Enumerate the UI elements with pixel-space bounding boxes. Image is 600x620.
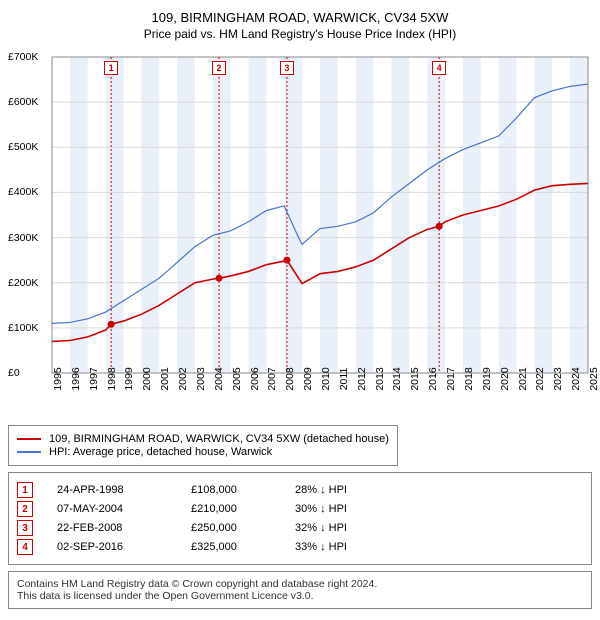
chart-marker-badge: 4 <box>432 61 446 75</box>
transaction-row: 4 02-SEP-2016 £325,000 33% ↓ HPI <box>17 539 583 555</box>
y-tick-label: £100K <box>8 322 38 334</box>
transaction-date: 24-APR-1998 <box>57 484 167 496</box>
title-line-2: Price paid vs. HM Land Registry's House … <box>8 27 592 41</box>
legend-swatch <box>17 451 41 453</box>
legend-row: 109, BIRMINGHAM ROAD, WARWICK, CV34 5XW … <box>17 433 389 445</box>
y-tick-label: £0 <box>8 367 20 379</box>
transaction-date: 07-MAY-2004 <box>57 503 167 515</box>
transaction-pct: 33% ↓ HPI <box>295 541 415 553</box>
title-line-1: 109, BIRMINGHAM ROAD, WARWICK, CV34 5XW <box>8 10 592 25</box>
chart-marker-badge: 2 <box>212 61 226 75</box>
x-tick-label: 2025 <box>588 367 600 390</box>
transaction-badge: 1 <box>17 482 33 498</box>
transaction-date: 02-SEP-2016 <box>57 541 167 553</box>
transaction-row: 2 07-MAY-2004 £210,000 30% ↓ HPI <box>17 501 583 517</box>
transaction-price: £108,000 <box>191 484 271 496</box>
footer-line-1: Contains HM Land Registry data © Crown c… <box>17 578 583 590</box>
transaction-date: 22-FEB-2008 <box>57 522 167 534</box>
transaction-badge: 2 <box>17 501 33 517</box>
price-chart: £0£100K£200K£300K£400K£500K£600K£700K199… <box>8 49 592 419</box>
transaction-pct: 30% ↓ HPI <box>295 503 415 515</box>
footer-attribution: Contains HM Land Registry data © Crown c… <box>8 571 592 609</box>
y-tick-label: £500K <box>8 141 38 153</box>
y-tick-label: £700K <box>8 51 38 63</box>
legend-label: 109, BIRMINGHAM ROAD, WARWICK, CV34 5XW … <box>49 433 389 445</box>
transaction-row: 1 24-APR-1998 £108,000 28% ↓ HPI <box>17 482 583 498</box>
chart-svg <box>8 49 592 419</box>
y-tick-label: £400K <box>8 186 38 198</box>
transaction-badge: 3 <box>17 520 33 536</box>
transactions-table: 1 24-APR-1998 £108,000 28% ↓ HPI 2 07-MAY-200… <box>8 472 592 565</box>
legend: 109, BIRMINGHAM ROAD, WARWICK, CV34 5XW … <box>8 425 398 466</box>
y-tick-label: £200K <box>8 277 38 289</box>
chart-marker-badge: 1 <box>104 61 118 75</box>
transaction-pct: 28% ↓ HPI <box>295 484 415 496</box>
transaction-price: £250,000 <box>191 522 271 534</box>
y-tick-label: £600K <box>8 96 38 108</box>
transaction-pct: 32% ↓ HPI <box>295 522 415 534</box>
transaction-badge: 4 <box>17 539 33 555</box>
y-tick-label: £300K <box>8 232 38 244</box>
legend-label: HPI: Average price, detached house, Warw… <box>49 446 272 458</box>
transaction-row: 3 22-FEB-2008 £250,000 32% ↓ HPI <box>17 520 583 536</box>
chart-marker-badge: 3 <box>280 61 294 75</box>
transaction-price: £210,000 <box>191 503 271 515</box>
legend-swatch <box>17 438 41 440</box>
transaction-price: £325,000 <box>191 541 271 553</box>
footer-line-2: This data is licensed under the Open Gov… <box>17 590 583 602</box>
legend-row: HPI: Average price, detached house, Warw… <box>17 446 389 458</box>
